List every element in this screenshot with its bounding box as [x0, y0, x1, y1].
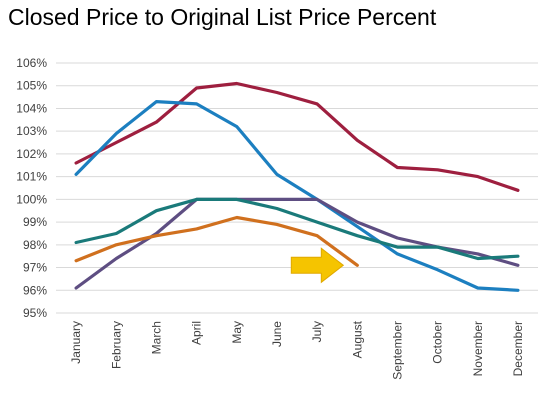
- x-tick-label: October: [431, 321, 445, 364]
- y-tick-label: 100%: [16, 192, 47, 206]
- y-tick-label: 99%: [23, 215, 47, 229]
- x-tick-label: January: [69, 321, 83, 364]
- x-tick-label: July: [310, 321, 324, 342]
- y-tick-label: 102%: [16, 147, 47, 161]
- x-tick-label: August: [350, 320, 364, 358]
- x-axis: January February March April May June July Augu…: [69, 320, 525, 379]
- x-tick-label: November: [471, 321, 485, 376]
- y-tick-label: 104%: [16, 101, 47, 115]
- right-arrow-icon: [290, 247, 345, 284]
- x-tick-label: September: [390, 321, 404, 380]
- x-tick-label: June: [270, 321, 284, 347]
- series-line-4: [74, 197, 520, 261]
- y-tick-label: 97%: [23, 261, 47, 275]
- series-line-5: [74, 215, 359, 267]
- y-tick-label: 101%: [16, 170, 47, 184]
- series-line-1: [74, 81, 520, 192]
- series-line-2: [74, 100, 520, 292]
- y-tick-label: 103%: [16, 124, 47, 138]
- y-tick-label: 106%: [16, 56, 47, 70]
- x-tick-label: February: [109, 321, 123, 369]
- y-tick-label: 96%: [23, 283, 47, 297]
- x-tick-label: March: [149, 321, 163, 354]
- y-tick-label: 98%: [23, 238, 47, 252]
- x-tick-label: December: [511, 321, 525, 376]
- x-tick-label: May: [230, 321, 244, 344]
- chart-title: Closed Price to Original List Price Perc…: [8, 4, 437, 30]
- y-tick-label: 95%: [23, 306, 47, 320]
- x-tick-label: April: [190, 321, 204, 345]
- y-tick-label: 105%: [16, 79, 47, 93]
- y-axis: 95% 96% 97% 98% 99% 100% 101% 102% 103% 104% 105% 1…: [16, 56, 47, 320]
- annotation: [290, 247, 345, 284]
- series-group: [74, 81, 520, 292]
